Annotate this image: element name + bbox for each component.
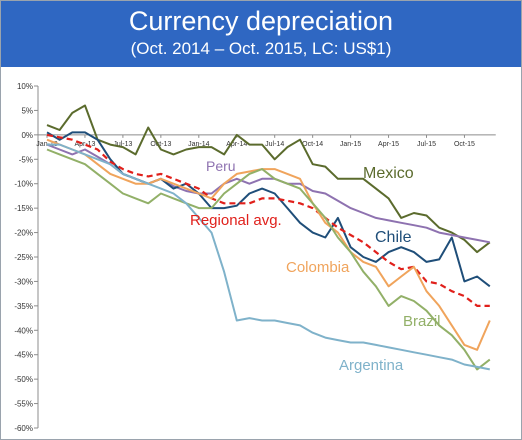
series-label-peru: Peru	[206, 158, 236, 174]
x-tick-label: Jul-14	[265, 141, 284, 148]
x-tick-label: Jan-14	[188, 141, 210, 148]
y-tick-label: -50%	[14, 375, 33, 384]
y-tick-label: -60%	[14, 424, 33, 433]
y-tick-label: -45%	[14, 351, 33, 360]
series-label-chile: Chile	[375, 229, 412, 246]
y-tick-label: -5%	[19, 155, 33, 164]
y-tick-label: -25%	[14, 253, 33, 262]
x-tick-label: Jul-13	[113, 141, 132, 148]
series-line-chile	[46, 131, 491, 288]
series-line-regional-avg	[46, 133, 490, 307]
chart-header: Currency depreciation (Oct. 2014 – Oct. …	[1, 1, 521, 67]
y-tick-label: -20%	[14, 229, 33, 238]
series-label-brazil: Brazil	[403, 313, 441, 330]
y-tick-label: -40%	[14, 326, 33, 335]
y-tick-label: -10%	[14, 180, 33, 189]
y-tick-label: -35%	[14, 302, 33, 311]
y-tick-label: -30%	[14, 277, 33, 286]
series-label-mexico: Mexico	[363, 165, 414, 182]
series-label-colombia: Colombia	[286, 259, 350, 276]
series-label-argentina: Argentina	[339, 357, 404, 374]
series-line-argentina	[47, 143, 490, 371]
series-line-colombia	[46, 138, 491, 351]
x-tick-label: Apr-15	[378, 141, 399, 148]
y-tick-label: -15%	[14, 204, 33, 213]
x-tick-label: Oct-14	[302, 141, 323, 148]
x-tick-label: Apr-14	[226, 141, 247, 148]
x-tick-label: Oct-13	[150, 141, 171, 148]
chart-title: Currency depreciation	[128, 6, 394, 36]
series-line-mexico	[46, 104, 491, 254]
y-tick-label: 5%	[21, 106, 33, 115]
x-tick-label: Apr-13	[74, 141, 95, 148]
x-tick-label: Jan-15	[340, 141, 362, 148]
series-line-brazil	[46, 148, 491, 371]
chart-subtitle: (Oct. 2014 – Oct. 2015, LC: US$1)	[130, 39, 392, 58]
y-tick-label: 0%	[21, 131, 33, 140]
y-tick-label: -55%	[14, 400, 33, 409]
x-tick-label: Jul-15	[417, 141, 436, 148]
series-label-regional-avg: Regional avg.	[190, 212, 282, 229]
x-tick-label: Oct-15	[454, 141, 475, 148]
y-tick-label: 10%	[17, 82, 33, 91]
